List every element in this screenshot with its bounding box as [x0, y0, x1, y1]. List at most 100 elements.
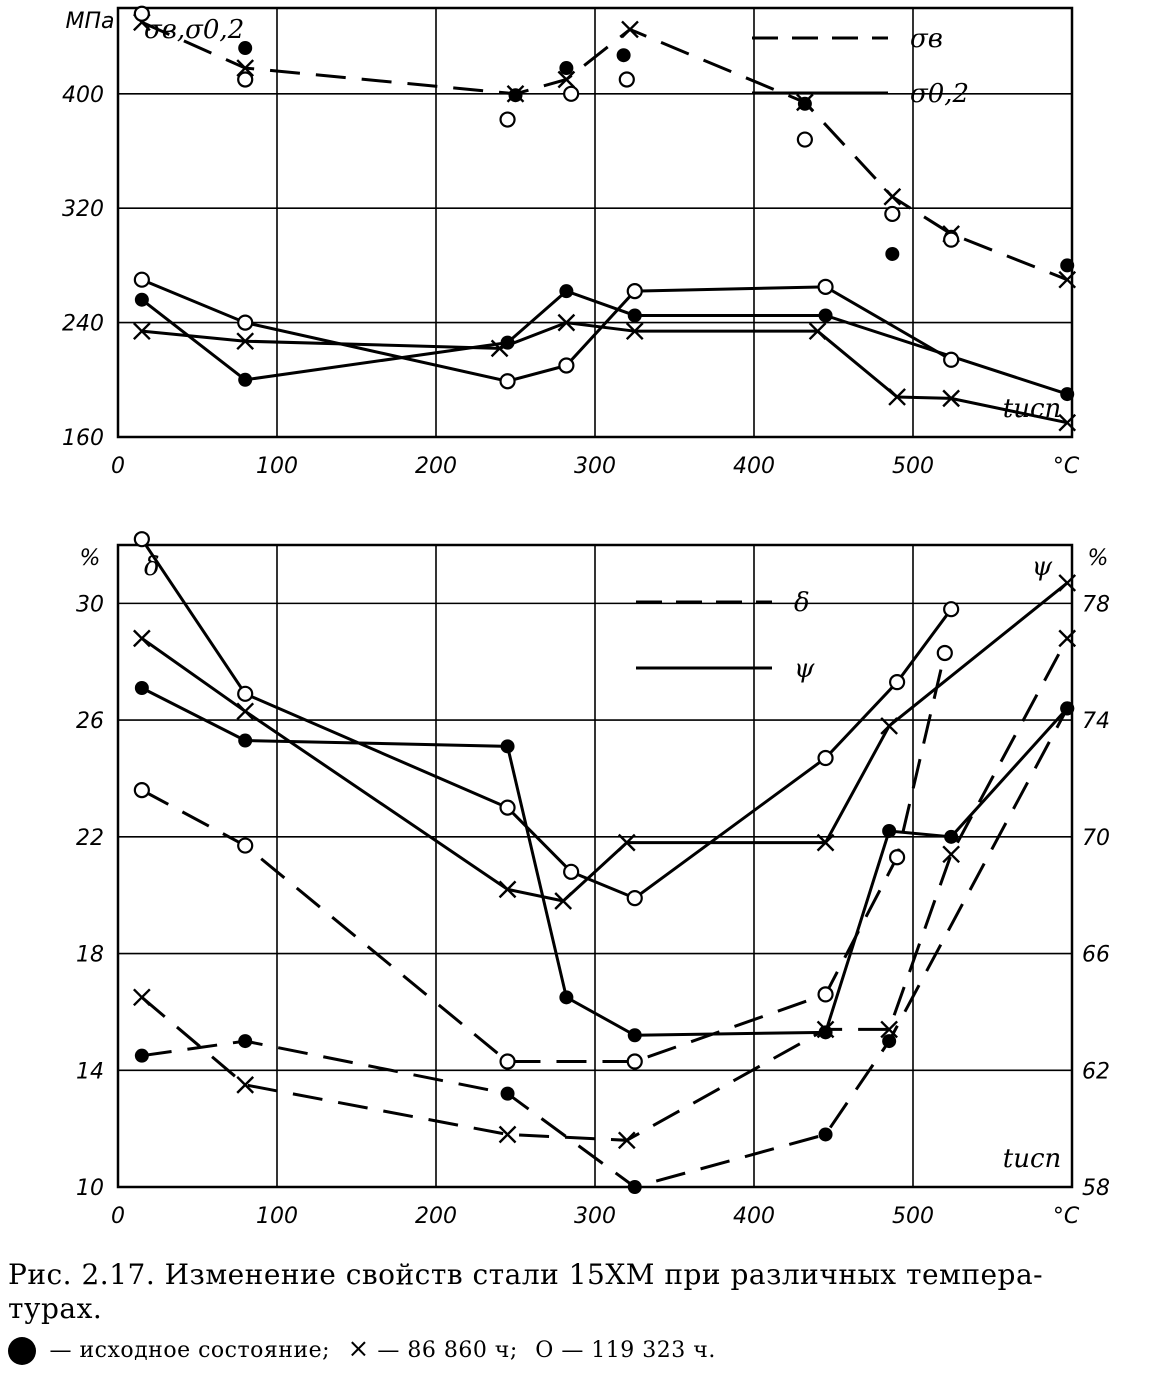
- y2-tick-label: 74: [1082, 709, 1110, 734]
- legend-o-symbol: О: [535, 1338, 554, 1363]
- series-open-dashed: [133, 644, 953, 1070]
- data-point-x: [880, 717, 898, 735]
- legend-x-text: — 86 860 ч;: [377, 1338, 518, 1363]
- y-axis-label: %: [80, 546, 101, 571]
- data-point-x: [617, 833, 636, 852]
- data-point-filled: [818, 1127, 833, 1142]
- data-point-open: [133, 271, 150, 288]
- y2-corner-label: ψ: [1032, 552, 1053, 582]
- data-point-open: [817, 278, 834, 295]
- data-point-open: [237, 71, 254, 88]
- data-point-open: [563, 863, 580, 880]
- data-point-filled: [134, 292, 149, 307]
- series-x-solid: [133, 313, 1077, 432]
- y2-tick-label: 70: [1082, 826, 1110, 851]
- legend: σв σ0,2: [752, 24, 969, 109]
- data-point-filled: [797, 96, 812, 111]
- legend-x-symbol: ×: [347, 1334, 370, 1364]
- legend-label: σв: [910, 24, 943, 54]
- caption-line-2: турах.: [8, 1292, 103, 1325]
- legend-o-text: — 119 323 ч.: [561, 1338, 716, 1363]
- data-point-filled: [627, 308, 642, 323]
- x-unit-label: °C: [1053, 1204, 1080, 1229]
- data-point-open: [884, 205, 901, 223]
- y-tick-label: 320: [62, 197, 104, 222]
- data-point-x: [1058, 574, 1077, 592]
- data-point-x: [554, 892, 573, 910]
- data-point-open: [943, 601, 960, 618]
- legend-label: δ: [794, 588, 810, 618]
- data-point-x: [883, 187, 902, 206]
- x-tick-label: 0: [111, 1204, 125, 1229]
- x-tick-label: 100: [256, 454, 298, 479]
- data-point-open: [237, 314, 254, 331]
- data-point-x: [133, 629, 151, 648]
- data-point-open: [943, 231, 960, 248]
- data-point-filled: [134, 1048, 149, 1063]
- y-tick-label: 14: [76, 1059, 104, 1084]
- y-tick-label: 18: [76, 943, 104, 968]
- data-point-x: [236, 702, 255, 721]
- data-point-open: [888, 674, 906, 691]
- series-line: [141, 20, 1068, 282]
- series-x-dashed: [133, 629, 1077, 1150]
- data-point-open: [499, 1053, 516, 1070]
- y-tick-label: 10: [76, 1176, 104, 1201]
- data-point-x: [1058, 270, 1077, 289]
- y2-tick-label: 66: [1082, 943, 1110, 968]
- x-tick-label: 400: [733, 1204, 775, 1229]
- series-filled-solid: [134, 284, 1075, 402]
- data-point-x: [133, 322, 151, 341]
- legend-initial-text: — исходное состояние;: [49, 1338, 331, 1363]
- data-point-filled: [1060, 701, 1075, 716]
- data-point-x: [808, 322, 827, 341]
- data-point-x: [133, 988, 151, 1007]
- data-point-x: [236, 332, 255, 351]
- data-point-filled: [238, 733, 253, 748]
- data-point-open: [133, 531, 150, 548]
- data-point-filled: [238, 1034, 253, 1049]
- data-point-filled: [818, 308, 833, 323]
- data-point-filled: [508, 88, 523, 103]
- data-point-filled: [627, 1028, 642, 1043]
- data-point-x: [1058, 629, 1077, 648]
- data-point-x: [1058, 413, 1077, 432]
- series-x-dashed: [133, 13, 1077, 289]
- data-point-open: [499, 799, 516, 816]
- series-filled-dashed: [134, 701, 1075, 1194]
- y-tick-label: 22: [76, 826, 104, 851]
- data-point-filled: [616, 48, 631, 63]
- y-tick-label: 26: [76, 709, 104, 734]
- data-point-filled: [500, 739, 515, 754]
- caption-line-1: Рис. 2.17. Изменение свойств стали 15ХМ …: [8, 1258, 1044, 1291]
- series-open-solid: [133, 531, 960, 907]
- data-point-open: [499, 373, 516, 390]
- series-open-points: [133, 5, 960, 248]
- data-point-x: [942, 845, 961, 864]
- data-point-x: [498, 1125, 517, 1144]
- data-point-x: [557, 313, 576, 332]
- data-point-open: [943, 351, 960, 368]
- data-point-open: [237, 837, 254, 854]
- data-point-filled: [627, 1180, 642, 1194]
- data-point-open: [133, 782, 150, 799]
- data-point-filled: [882, 823, 897, 838]
- data-point-filled: [500, 335, 515, 350]
- caption-legend: — исходное состояние; × — 86 860 ч; О — …: [8, 1334, 716, 1365]
- data-point-filled: [134, 680, 149, 695]
- data-point-filled: [882, 1034, 897, 1049]
- legend-label: ψ: [794, 654, 815, 684]
- data-point-filled: [885, 246, 900, 261]
- data-point-x: [942, 389, 961, 408]
- data-point-x: [236, 1076, 255, 1094]
- data-point-open: [817, 749, 834, 767]
- data-point-open: [796, 131, 813, 148]
- data-point-x: [617, 1131, 636, 1150]
- data-point-x: [498, 880, 517, 899]
- data-point-open: [133, 5, 150, 22]
- data-point-x: [621, 20, 639, 39]
- data-point-x: [236, 59, 255, 77]
- y2-tick-label: 62: [1082, 1059, 1110, 1084]
